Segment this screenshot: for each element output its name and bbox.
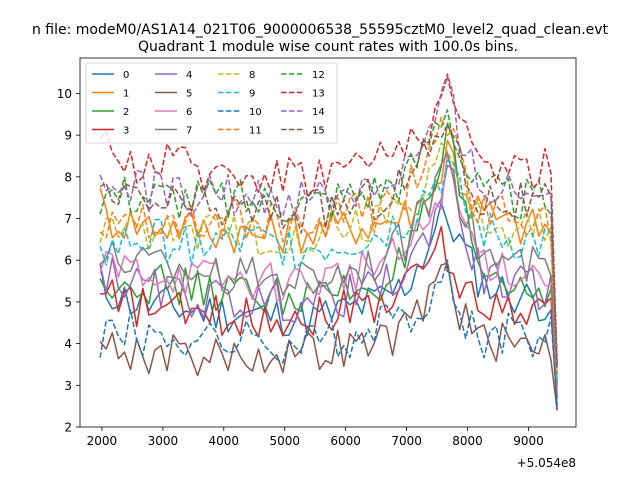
y-tick-label: 2 (64, 421, 72, 435)
x-tick-label: 4000 (209, 434, 240, 448)
series-line-13 (99, 75, 558, 361)
series-line-15 (99, 124, 558, 369)
legend-label-11: 11 (249, 126, 262, 137)
legend-label-4: 4 (186, 70, 192, 81)
legend-label-2: 2 (123, 107, 129, 118)
y-tick-label: 8 (64, 170, 72, 184)
x-tick-label: 7000 (391, 434, 422, 448)
x-tick-label: 2000 (87, 434, 118, 448)
legend-label-0: 0 (123, 70, 129, 81)
figure-suptitle: n file: modeM0/AS1A14_021T06_9000006538_… (32, 22, 609, 38)
series-line-7 (99, 151, 558, 386)
series-line-8 (99, 141, 558, 378)
legend-label-15: 15 (312, 126, 325, 137)
legend-label-5: 5 (186, 89, 192, 100)
y-tick-label: 3 (64, 379, 72, 393)
legend-label-10: 10 (249, 107, 262, 118)
plot-area (79, 57, 577, 428)
x-tick-label: 5000 (269, 434, 300, 448)
axes-frame (79, 57, 577, 428)
y-tick-label: 7 (64, 212, 72, 226)
series-line-12 (99, 109, 558, 365)
series-line-5 (99, 262, 558, 411)
series-line-1 (99, 139, 558, 386)
series-line-0 (99, 201, 558, 407)
legend-label-1: 1 (123, 89, 129, 100)
y-axis: 2 3 4 5 6 7 8 9 10 (57, 87, 80, 435)
y-tick-label: 4 (64, 337, 72, 351)
legend-label-6: 6 (186, 107, 192, 118)
y-tick-label: 10 (57, 87, 72, 101)
x-axis: 2000 3000 4000 5000 6000 7000 8000 9000 (87, 427, 544, 448)
x-tick-label: 6000 (330, 434, 361, 448)
legend-frame (85, 62, 338, 144)
legend-label-8: 8 (249, 70, 255, 81)
x-tick-label: 8000 (452, 434, 483, 448)
series-line-10 (99, 259, 558, 407)
y-tick-label: 5 (64, 295, 72, 309)
series-line-9 (99, 159, 558, 382)
legend-label-13: 13 (312, 89, 325, 100)
x-tick-label: 3000 (148, 434, 179, 448)
legend-label-9: 9 (249, 89, 255, 100)
series-layer (99, 73, 558, 411)
legend-label-12: 12 (312, 70, 325, 81)
series-line-6 (99, 152, 558, 390)
series-line-14 (99, 73, 558, 365)
series-line-11 (99, 116, 558, 373)
legend-label-14: 14 (312, 107, 325, 118)
axes-title: Quadrant 1 module wise count rates with … (138, 39, 518, 55)
x-offset-text: +5.054e8 (517, 456, 576, 470)
legend-label-7: 7 (186, 126, 192, 137)
legend-label-3: 3 (123, 126, 129, 137)
y-tick-label: 9 (64, 129, 72, 143)
y-tick-label: 6 (64, 254, 72, 268)
x-tick-label: 9000 (513, 434, 544, 448)
